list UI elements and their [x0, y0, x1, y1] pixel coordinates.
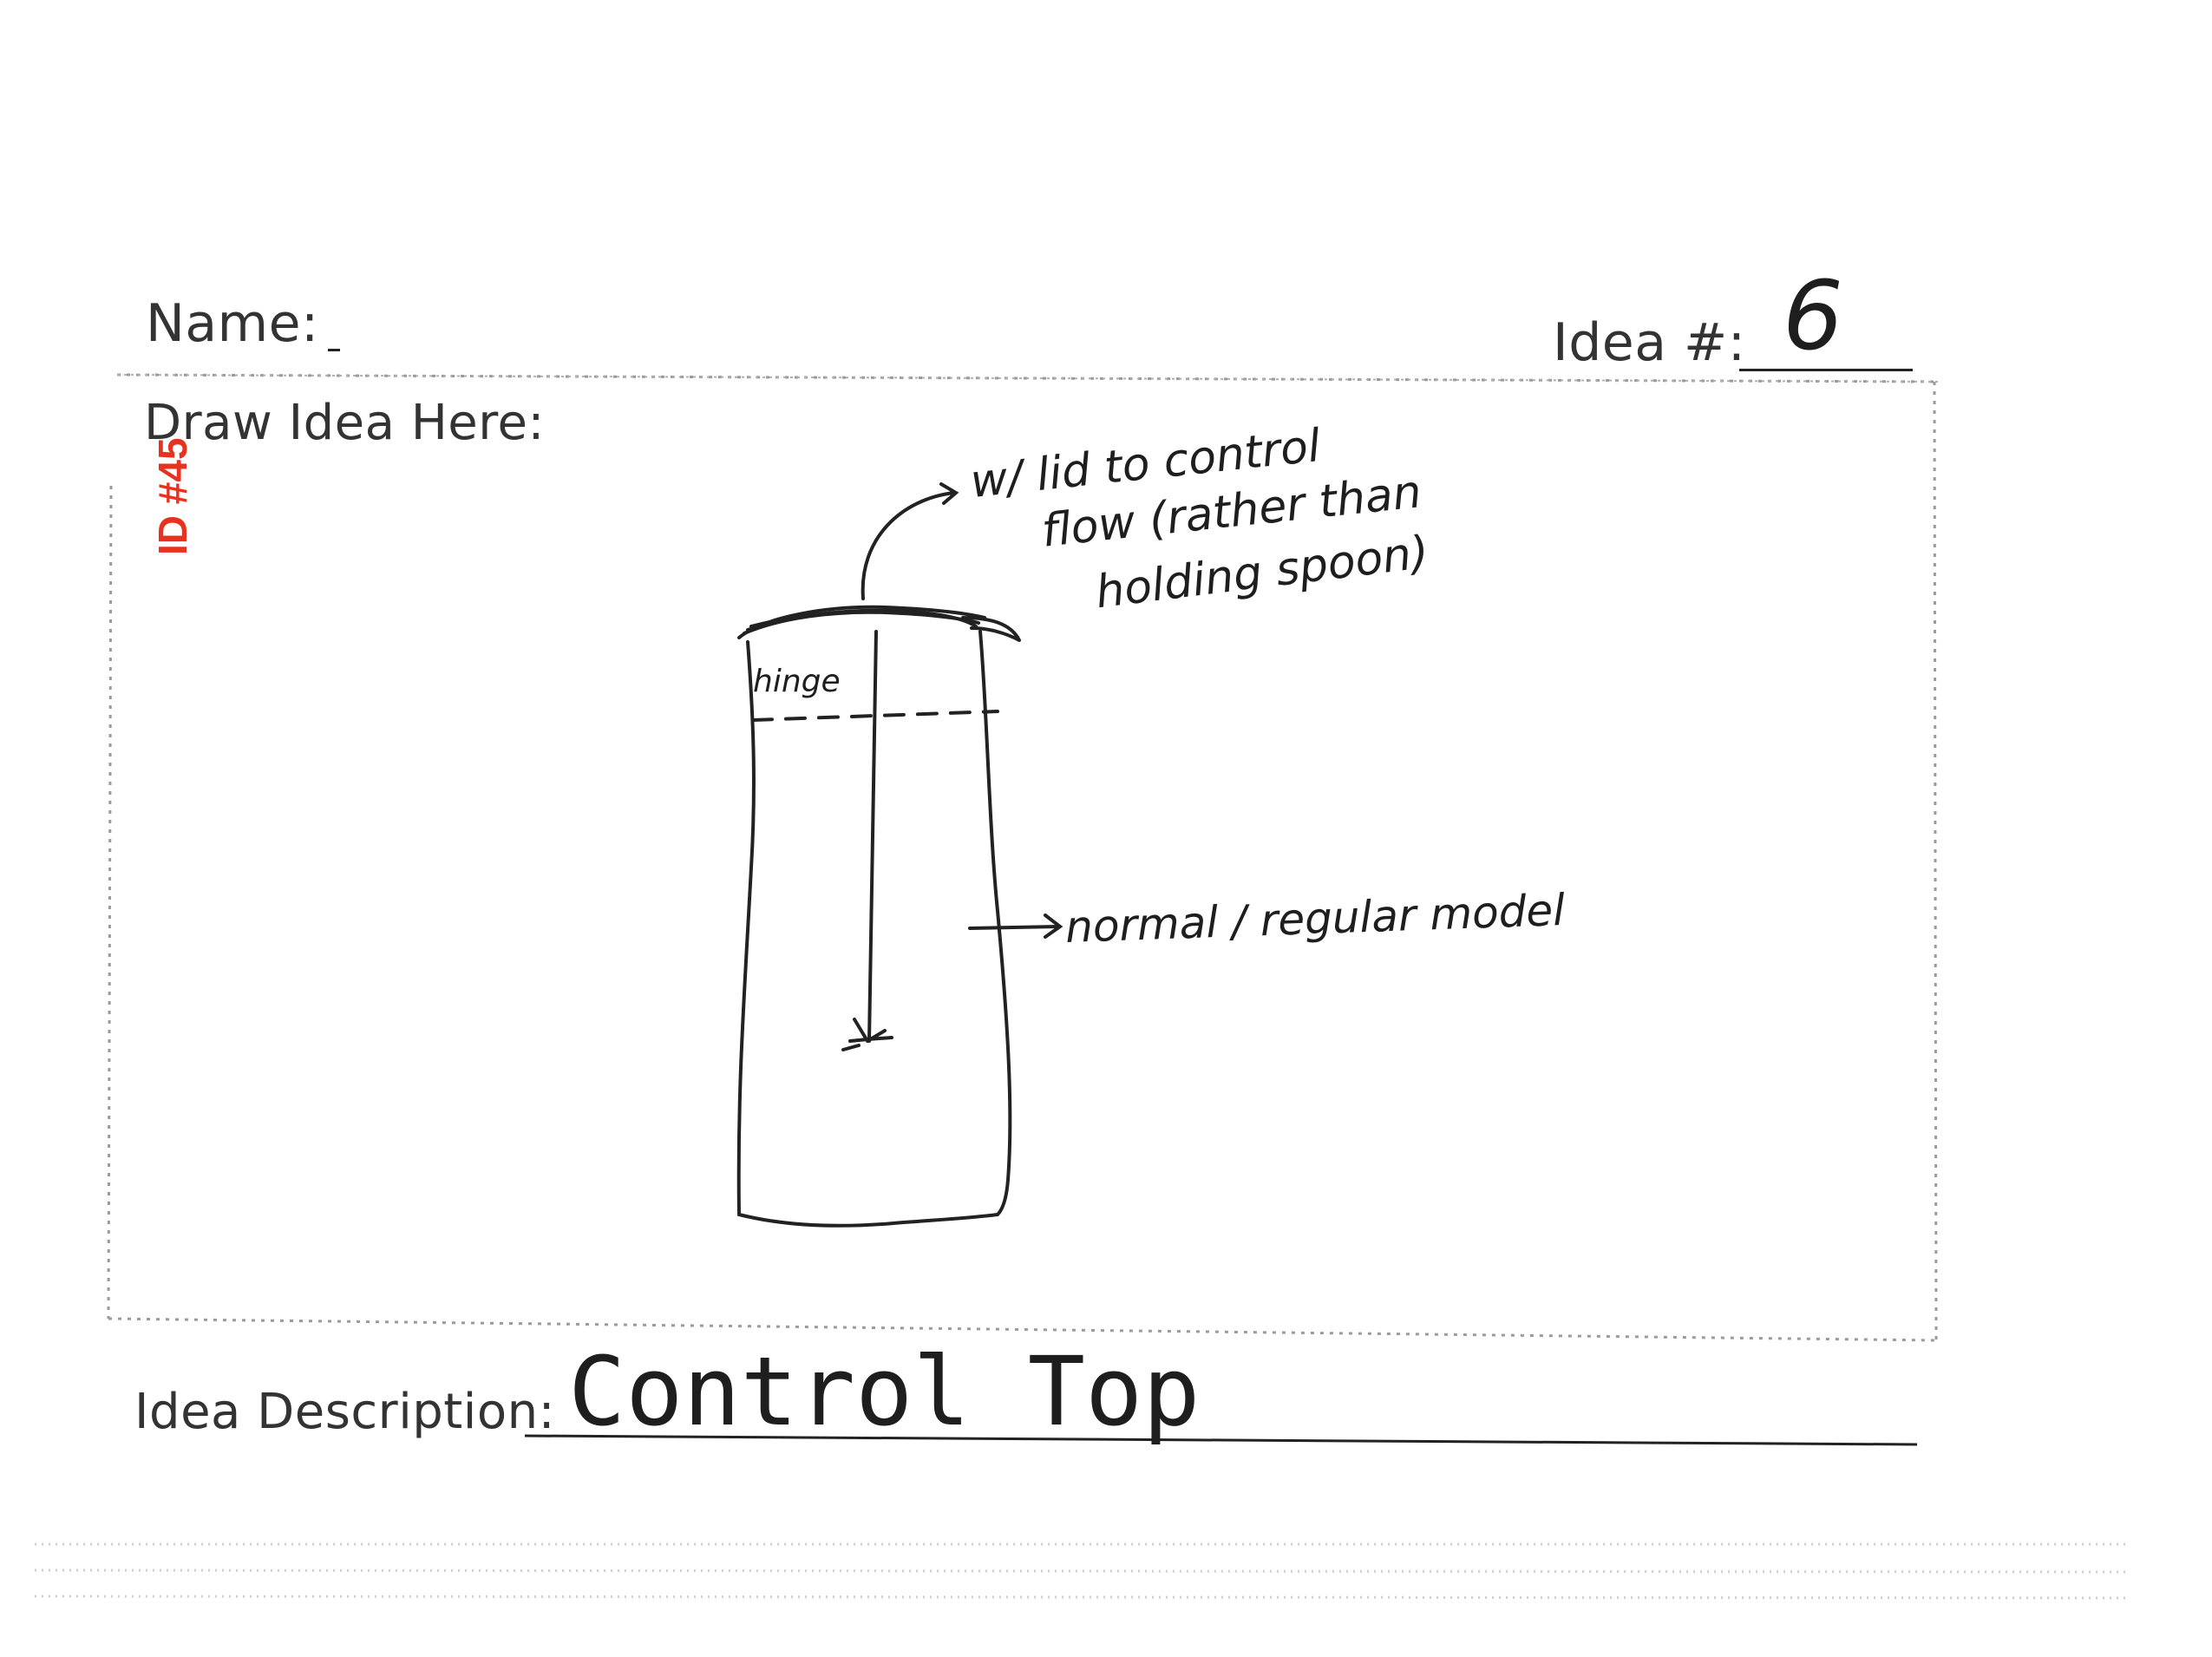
idea-number-label: Idea #: [1553, 312, 1746, 373]
drawing-area-frame [107, 373, 1940, 1342]
name-label: Name: [146, 293, 319, 354]
container-sketch [736, 605, 1021, 1228]
description-underline [524, 1434, 1918, 1446]
draw-idea-label: Draw Idea Here: [144, 395, 545, 451]
annotation-arrows [861, 482, 1063, 939]
annotation-hinge: hinge [753, 664, 841, 699]
idea-description-value: Control Top [568, 1336, 1201, 1447]
idea-description-label: Idea Description: [134, 1384, 555, 1440]
idea-number-value: 6 [1783, 260, 1843, 371]
name-underline [328, 349, 340, 351]
idea-number-underline [1739, 369, 1913, 371]
